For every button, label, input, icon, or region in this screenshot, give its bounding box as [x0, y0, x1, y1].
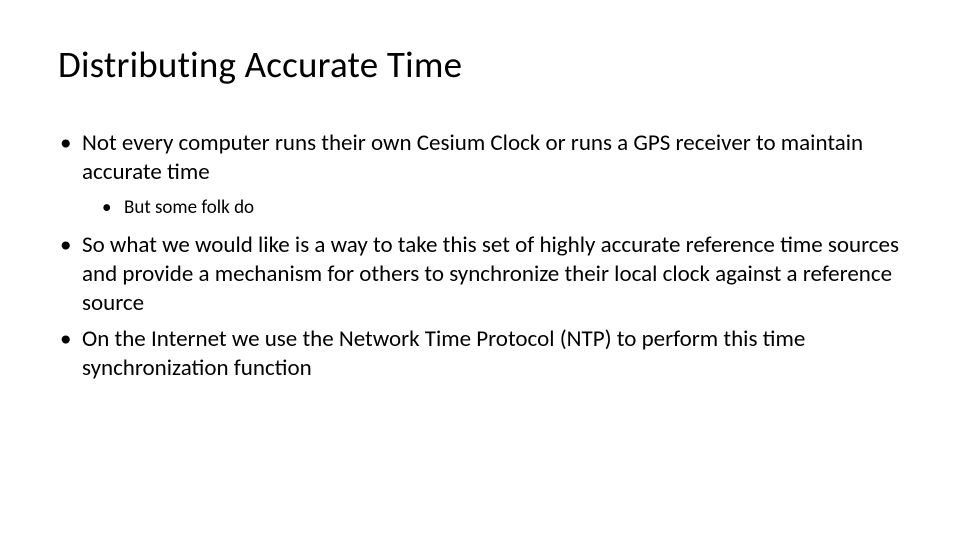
- bullet-text: So what we would like is a way to take t…: [82, 231, 899, 318]
- bullet-text: On the Internet we use the Network Time …: [82, 325, 805, 382]
- bullet-list-level1: Not every computer runs their own Cesium…: [58, 129, 902, 384]
- slide-title: Distributing Accurate Time: [58, 42, 902, 87]
- bullet-text: Not every computer runs their own Cesium…: [82, 129, 863, 186]
- bullet-item: Not every computer runs their own Cesium…: [58, 129, 902, 221]
- sub-bullet-text: But some folk do: [124, 196, 254, 219]
- sub-bullet-item: But some folk do: [100, 196, 902, 221]
- bullet-item: So what we would like is a way to take t…: [58, 231, 902, 319]
- slide-container: Distributing Accurate Time Not every com…: [0, 0, 960, 540]
- bullet-item: On the Internet we use the Network Time …: [58, 325, 902, 384]
- bullet-list-level2: But some folk do: [82, 196, 902, 221]
